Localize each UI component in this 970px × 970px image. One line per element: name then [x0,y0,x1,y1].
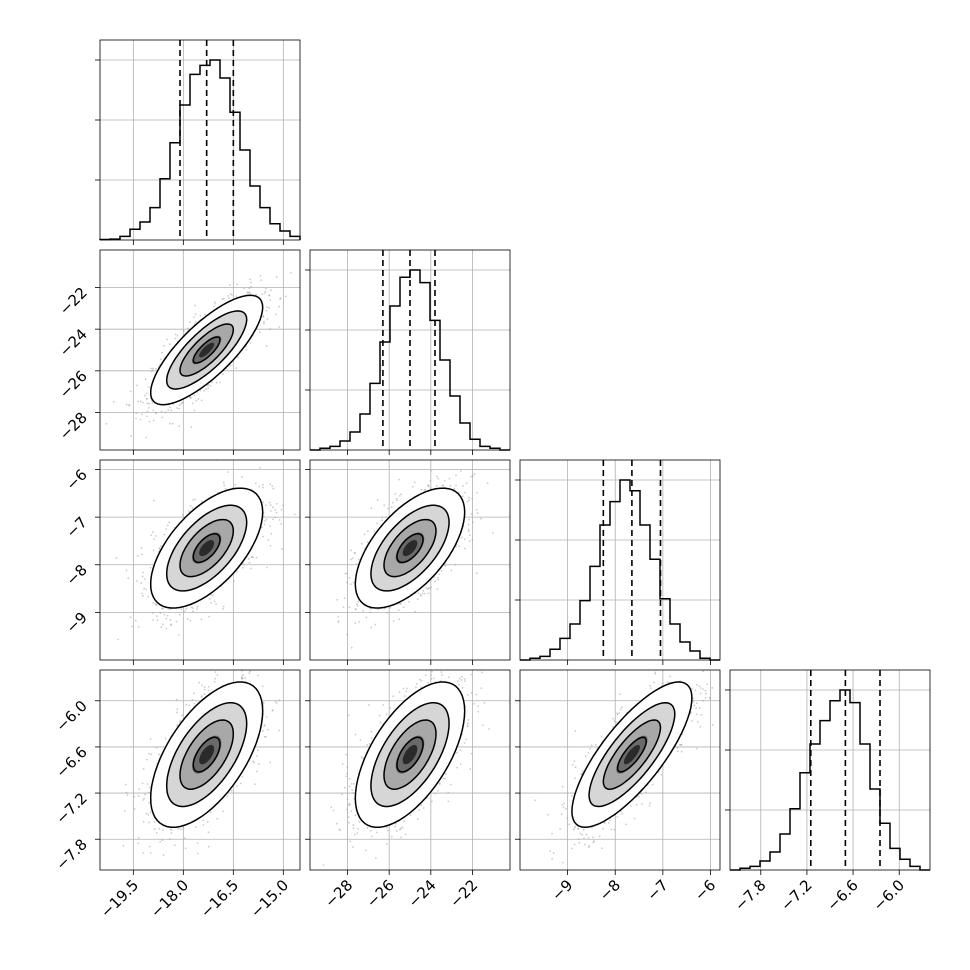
contour-3 [616,736,647,773]
x-tick-label: −9 [548,876,576,904]
contour-0 [354,681,466,828]
y-tick-label: −6.0 [52,697,90,735]
y-tick-label: −6.6 [52,743,90,781]
density-fill-4 [199,744,215,765]
contour-2 [179,323,235,377]
contour-2 [383,719,437,790]
density-fill-4 [402,744,418,765]
contour-1 [588,701,676,808]
contour-0 [149,681,264,828]
contour-1 [165,504,248,592]
histogram-panel-1 [305,249,511,455]
panel-frame [519,459,721,661]
contour-2 [179,518,235,578]
x-tick-label: −19.5 [97,876,142,921]
x-tick-label: −22 [446,876,481,911]
y-tick-label: −7.2 [52,789,90,827]
contour-3 [192,736,221,773]
density-panel-2-0: −9 −8 −7 −6 [62,459,301,665]
contour-1 [165,701,248,808]
panel-frame [99,669,301,871]
panel-frame [99,39,301,241]
x-tick-label: −6 [691,876,719,904]
x-tick-label: −16.5 [197,876,242,921]
density-panel-3-1: −28 −26 −24 −22 [305,669,511,911]
panel-frame [519,669,721,871]
contour-2 [179,719,235,790]
histogram-panel-3: −7.8 −7.2 −6.6 −6.0 [725,669,931,915]
contour-2 [383,518,437,578]
density-panel-2-1 [305,459,511,665]
y-tick-label: −7.8 [52,835,90,873]
panel-frame [99,459,301,661]
contour-0 [149,294,264,406]
histogram-step-0 [99,59,301,241]
density-fill-4 [623,744,640,765]
histogram-step-3 [730,689,930,871]
contour-0 [571,681,693,829]
density-panel-3-0: −7.8 −7.2 −6.6 −6.0 −19.5 −18.0 −16.5 −15.0 [52,669,301,921]
y-tick-label: −6 [62,466,90,494]
panel-frame [309,249,511,451]
x-tick-label: −18.0 [147,876,192,921]
y-tick-label: −9 [62,608,90,636]
contour-3 [396,533,424,564]
contour-3 [192,533,221,564]
contour-2 [602,719,662,790]
contour-3 [192,336,221,364]
contour-3 [396,736,424,773]
density-panel-1-0: −28 −26 −24 −22 [56,249,301,455]
density-fill-4 [199,540,215,557]
contour-1 [165,310,248,390]
contour-1 [370,701,450,808]
x-tick-label: −26 [363,876,398,911]
y-tick-label: −28 [56,409,91,444]
contour-0 [149,487,264,609]
histogram-step-2 [520,479,720,661]
x-tick-label: −28 [321,876,356,911]
x-tick-label: −7.2 [777,876,815,914]
x-tick-label: −6.6 [823,876,861,914]
panel-frame [309,669,511,871]
y-tick-label: −24 [56,325,91,360]
x-tick-label: −7 [643,876,671,904]
panel-frame [309,459,511,661]
panel-frame [729,669,931,871]
y-tick-label: −26 [56,367,91,402]
contour-1 [370,504,450,592]
y-tick-label: −22 [56,284,91,319]
histogram-panel-2 [515,459,721,665]
x-tick-label: −7.8 [731,876,769,914]
y-tick-label: −7 [62,513,90,541]
x-tick-label: −8 [596,876,624,904]
histogram-panel-0 [95,39,301,245]
x-tick-label: −15.0 [247,876,292,921]
density-fill-4 [402,540,418,557]
contour-0 [354,487,466,609]
x-tick-label: −24 [405,876,440,911]
panel-frame [99,249,301,451]
y-tick-label: −8 [62,561,90,589]
x-tick-label: −6.0 [870,876,908,914]
density-fill-4 [199,342,215,358]
density-panel-3-2: −9 −8 −7 −6 [515,669,721,904]
